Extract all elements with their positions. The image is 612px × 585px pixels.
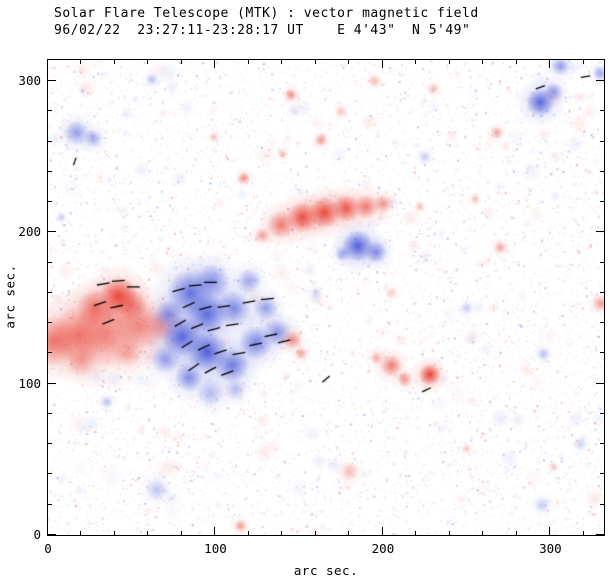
axis-tick	[47, 412, 52, 414]
axis-tick	[348, 59, 350, 64]
axis-tick	[180, 59, 182, 64]
axis-tick	[180, 530, 182, 535]
axis-tick	[549, 526, 551, 535]
axis-tick	[482, 59, 484, 64]
axis-tick	[599, 412, 604, 414]
axis-tick	[599, 322, 604, 324]
axis-tick	[482, 530, 484, 535]
axis-tick	[47, 201, 52, 203]
y-tick-label: 200	[18, 224, 41, 240]
y-tick-label: 100	[18, 375, 41, 391]
axis-tick	[595, 80, 604, 82]
x-tick-label: 300	[539, 541, 562, 556]
axis-tick	[147, 59, 149, 64]
axis-tick	[147, 530, 149, 535]
axis-tick	[47, 443, 52, 445]
axis-tick	[281, 530, 283, 535]
axis-tick	[582, 530, 584, 535]
axis-tick	[247, 530, 249, 535]
x-tick-label: 0	[44, 541, 52, 556]
axis-tick	[47, 291, 52, 293]
plot-area	[46, 58, 605, 536]
axis-tick	[599, 201, 604, 203]
axis-tick	[247, 59, 249, 64]
x-axis-label: arc sec.	[293, 563, 359, 578]
axis-tick	[47, 170, 52, 172]
axis-tick	[595, 231, 604, 233]
axis-tick	[80, 59, 82, 64]
axis-tick	[515, 59, 517, 64]
axis-tick	[415, 59, 417, 64]
axis-tick	[381, 526, 383, 535]
axis-tick	[415, 530, 417, 535]
axis-tick	[47, 352, 52, 354]
axis-tick	[599, 110, 604, 112]
axis-tick	[599, 443, 604, 445]
axis-tick	[47, 110, 52, 112]
y-tick-label: 0	[33, 527, 41, 542]
axis-tick	[599, 503, 604, 505]
axis-tick	[599, 291, 604, 293]
magnetogram-canvas	[47, 59, 604, 535]
axis-tick	[549, 59, 551, 68]
y-tick-label: 300	[18, 73, 41, 89]
axis-tick	[47, 382, 56, 384]
axis-tick	[515, 530, 517, 535]
axis-tick	[281, 59, 283, 64]
axis-tick	[47, 473, 52, 475]
axis-tick	[599, 170, 604, 172]
axis-tick	[381, 59, 383, 68]
chart-subtitle: 96/02/22 23:27:11-23:28:17 UT E 4'43" N …	[54, 23, 471, 38]
axis-tick	[214, 526, 216, 535]
axis-tick	[599, 473, 604, 475]
axis-tick	[47, 503, 52, 505]
axis-tick	[595, 534, 604, 535]
axis-tick	[582, 59, 584, 64]
axis-tick	[214, 59, 216, 68]
axis-tick	[448, 59, 450, 64]
axis-tick	[448, 530, 450, 535]
axis-tick	[47, 140, 52, 142]
x-tick-label: 100	[204, 541, 227, 556]
axis-tick	[599, 140, 604, 142]
y-axis-label: arc sec.	[2, 264, 18, 329]
axis-tick	[595, 382, 604, 384]
axis-tick	[599, 261, 604, 263]
axis-tick	[47, 80, 56, 82]
x-tick-label: 200	[371, 541, 395, 556]
axis-tick	[348, 530, 350, 535]
axis-tick	[47, 261, 52, 263]
axis-tick	[47, 534, 56, 535]
chart-title: Solar Flare Telescope (MTK) : vector mag…	[54, 6, 479, 21]
axis-tick	[314, 530, 316, 535]
axis-tick	[599, 352, 604, 354]
axis-tick	[113, 59, 115, 64]
axis-tick	[314, 59, 316, 64]
axis-tick	[47, 322, 52, 324]
axis-tick	[47, 231, 56, 233]
axis-tick	[80, 530, 82, 535]
axis-tick	[113, 530, 115, 535]
